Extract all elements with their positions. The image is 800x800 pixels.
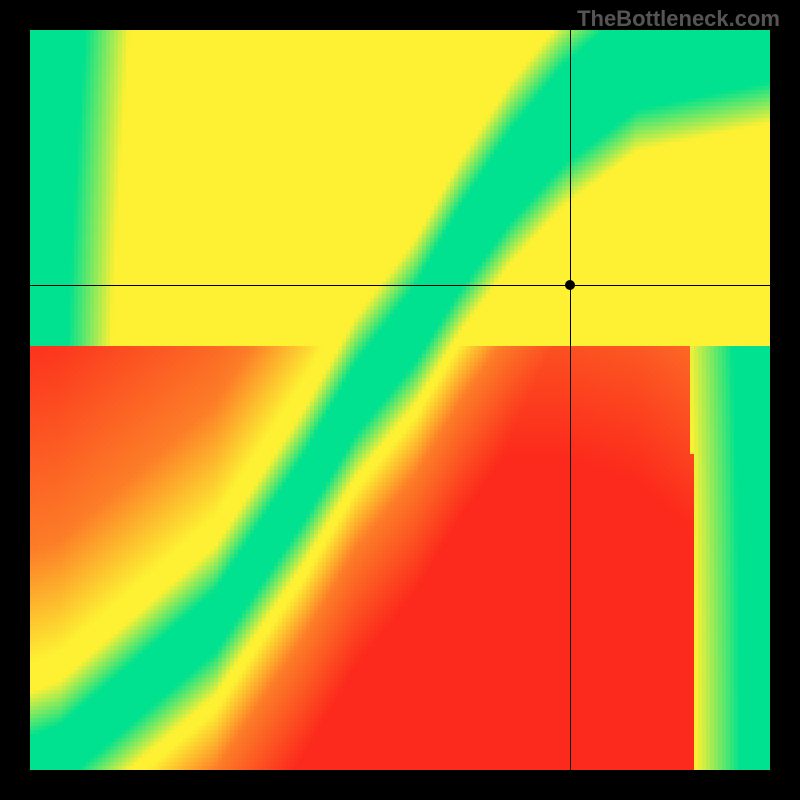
watermark-text: TheBottleneck.com: [577, 6, 780, 32]
root-container: TheBottleneck.com: [0, 0, 800, 800]
heatmap-plot: [30, 30, 770, 770]
heatmap-canvas: [30, 30, 770, 770]
crosshair-horizontal: [30, 285, 770, 286]
crosshair-vertical: [570, 30, 571, 770]
crosshair-marker: [565, 280, 575, 290]
